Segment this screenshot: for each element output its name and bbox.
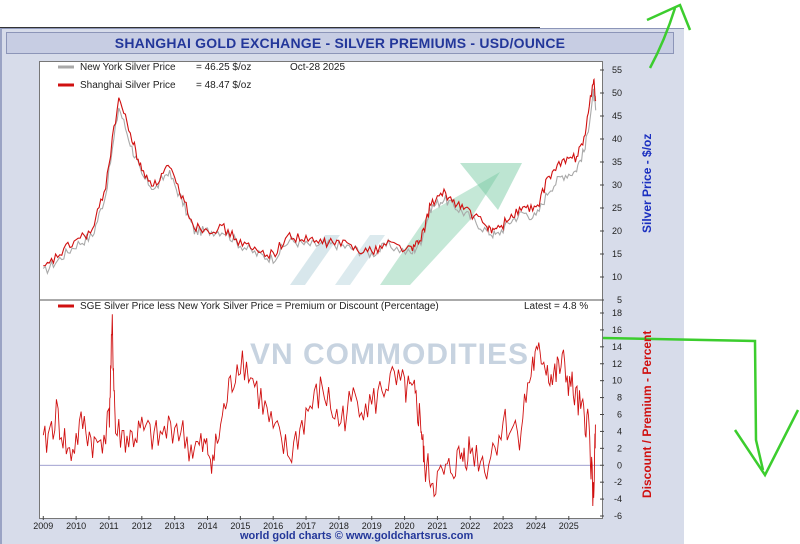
top-y-tick-label: 40 <box>612 134 622 144</box>
grid-layer <box>40 299 600 466</box>
bottom-y-tick-label: 8 <box>617 393 622 403</box>
bottom-y-tick-label: 14 <box>612 342 622 352</box>
chart-date: Oct-28 2025 <box>290 62 346 73</box>
bottom-y-tick-label: -2 <box>614 477 622 487</box>
x-tick-label: 2010 <box>66 521 86 531</box>
shanghai-silver-line <box>43 77 597 267</box>
top-y-tick-label: 50 <box>612 88 622 98</box>
bottom-y-tick-label: 12 <box>612 359 622 369</box>
top-y-tick-label: 30 <box>612 180 622 190</box>
x-tick-label: 2015 <box>230 521 250 531</box>
watermark-logo <box>290 163 522 285</box>
x-tick-label: 2018 <box>329 521 349 531</box>
x-tick-label: 2022 <box>460 521 480 531</box>
top-y-tick-label: 45 <box>612 111 622 121</box>
bottom-y-tick-label: 2 <box>617 443 622 453</box>
x-tick-label: 2019 <box>362 521 382 531</box>
bottom-y-tick-label: -4 <box>614 494 622 504</box>
handdrawn-arrows <box>602 3 800 478</box>
top-y-tick-label: 10 <box>612 272 622 282</box>
latest-premium: Latest = 4.8 % <box>524 301 589 312</box>
x-tick-label: 2021 <box>427 521 447 531</box>
premium-line <box>42 314 597 507</box>
watermark-text: VN COMMODITIES <box>250 338 530 371</box>
bottom-y-axis-label: Discount / Premium - Percent <box>640 330 654 498</box>
legend-sh-label: Shanghai Silver Price <box>80 80 176 91</box>
series-layer <box>42 77 597 507</box>
x-tick-label: 2023 <box>493 521 513 531</box>
bottom-y-tick-label: 0 <box>617 460 622 470</box>
legend-ny-label: New York Silver Price <box>80 62 176 73</box>
x-tick-label: 2020 <box>395 521 415 531</box>
top-y-tick-label: 15 <box>612 249 622 259</box>
x-tick-label: 2012 <box>132 521 152 531</box>
bottom-y-tick-label: 10 <box>612 376 622 386</box>
bottom-y-tick-label: 6 <box>617 410 622 420</box>
x-tick-label: 2011 <box>99 521 118 531</box>
top-y-tick-label: 5 <box>617 295 622 305</box>
footer-credit: world gold charts © www.goldchartsrus.co… <box>240 530 474 542</box>
bottom-y-tick-label: -6 <box>614 511 622 521</box>
x-tick-label: 2017 <box>296 521 316 531</box>
x-tick-label: 2014 <box>197 521 217 531</box>
top-y-tick-label: 20 <box>612 226 622 236</box>
bottom-y-tick-label: 4 <box>617 426 622 436</box>
x-tick-label: 2009 <box>33 521 53 531</box>
x-tick-label: 2016 <box>263 521 283 531</box>
premium-panel-title: SGE Silver Price less New York Silver Pr… <box>80 301 439 312</box>
legend-ny-value: = 46.25 $/oz <box>196 62 252 73</box>
top-y-tick-label: 55 <box>612 65 622 75</box>
chart-title: SHANGHAI GOLD EXCHANGE - SILVER PREMIUMS… <box>6 32 674 54</box>
axis-layer: 510152025303540455055-6-4-20246810121416… <box>33 65 622 531</box>
top-y-axis-label: Silver Price - $/oz <box>640 133 654 233</box>
bottom-y-tick-label: 18 <box>612 308 622 318</box>
top-border-line <box>0 27 540 28</box>
legend-sh-value: = 48.47 $/oz <box>196 80 252 91</box>
bottom-y-tick-label: 16 <box>612 325 622 335</box>
x-tick-label: 2025 <box>559 521 579 531</box>
x-tick-label: 2013 <box>165 521 185 531</box>
top-y-tick-label: 35 <box>612 157 622 167</box>
x-tick-label: 2024 <box>526 521 546 531</box>
top-y-tick-label: 25 <box>612 203 622 213</box>
